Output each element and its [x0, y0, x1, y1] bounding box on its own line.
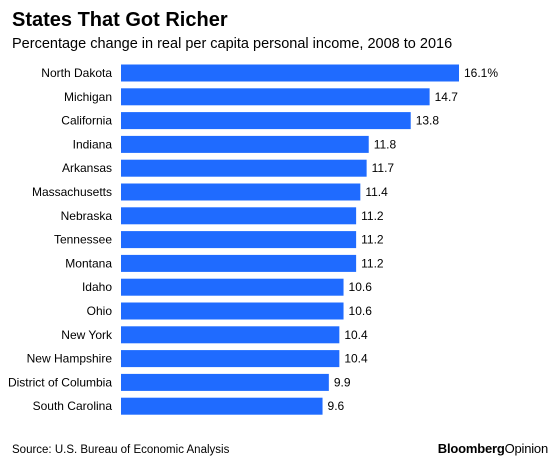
source-note: Source: U.S. Bureau of Economic Analysis [12, 444, 230, 456]
logo-opinion: Opinion [504, 441, 549, 456]
bar [121, 373, 329, 391]
value-label: 10.4 [344, 328, 368, 342]
value-label: 11.2 [361, 233, 384, 247]
category-label: New Hampshire [27, 352, 113, 366]
category-label: California [61, 114, 112, 128]
value-label: 13.8 [416, 114, 440, 128]
category-label: Indiana [73, 137, 113, 151]
category-label: Ohio [87, 304, 113, 318]
bar [121, 64, 459, 82]
bloomberg-opinion-logo: BloombergOpinion [438, 441, 548, 457]
category-label: New York [61, 328, 113, 342]
category-label: Arkansas [62, 161, 112, 175]
category-label: Idaho [82, 280, 112, 294]
value-label: 11.8 [374, 137, 397, 151]
value-label: 16.1% [464, 66, 498, 80]
chart-title: States That Got Richer [12, 9, 228, 31]
value-label: 11.2 [361, 209, 384, 223]
category-label: Massachusetts [32, 185, 112, 199]
value-label: 10.6 [349, 304, 373, 318]
bar [121, 254, 357, 272]
value-label: 9.6 [328, 399, 345, 413]
bar [121, 278, 344, 296]
value-label: 11.7 [372, 161, 395, 175]
value-label: 11.4 [365, 185, 388, 199]
chart-subtitle: Percentage change in real per capita per… [12, 36, 453, 52]
category-label: North Dakota [41, 66, 112, 80]
logo-bloomberg: Bloomberg [437, 441, 505, 456]
category-label: Nebraska [61, 209, 113, 223]
bar [121, 183, 361, 201]
value-label: 11.2 [361, 256, 384, 270]
bar [121, 350, 340, 368]
value-label: 10.4 [344, 352, 368, 366]
value-label: 9.9 [334, 375, 351, 389]
value-label: 10.6 [349, 280, 373, 294]
category-label: Michigan [64, 90, 112, 104]
bar [121, 88, 430, 106]
bar [121, 397, 323, 415]
bar [121, 159, 367, 177]
category-label: South Carolina [33, 399, 113, 413]
bar [121, 112, 411, 130]
bar [121, 326, 340, 344]
bar [121, 302, 344, 320]
bar [121, 231, 357, 249]
category-label: Montana [65, 256, 112, 270]
bar [121, 207, 357, 225]
value-label: 14.7 [435, 90, 459, 104]
category-label: Tennessee [54, 233, 112, 247]
category-label: District of Columbia [8, 375, 112, 389]
bar [121, 135, 369, 153]
